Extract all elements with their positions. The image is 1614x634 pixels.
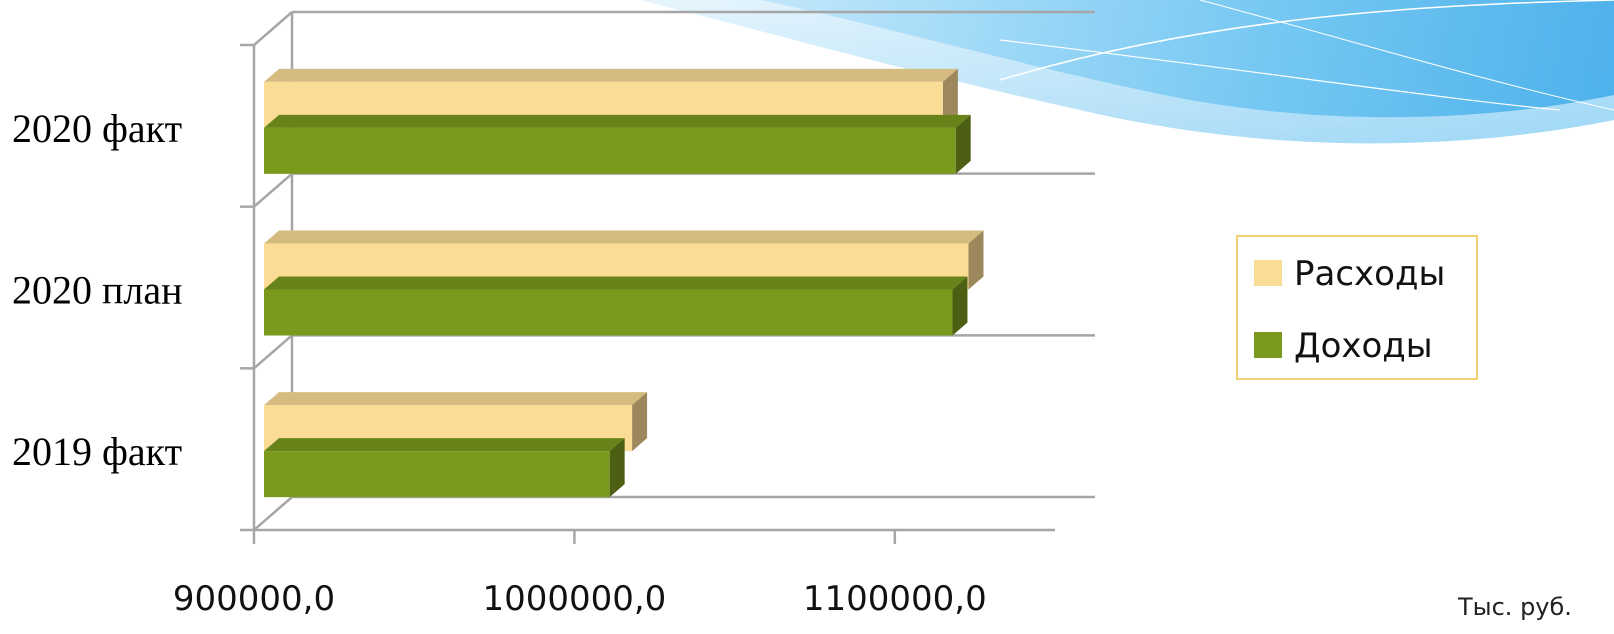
x-tick-label: 1100000,0	[803, 579, 987, 619]
bar-income-front	[264, 289, 953, 336]
gridline-depth	[253, 172, 293, 208]
bar-income-front	[264, 127, 956, 174]
category-label: 2020 факт	[12, 106, 182, 151]
bar-income-top	[264, 276, 968, 290]
category-labels: 2019 факт 2020 план 2020 факт	[12, 106, 183, 474]
category-label: 2020 план	[12, 268, 183, 313]
bar-expense-side	[632, 392, 648, 452]
x-tick-label: 900000,0	[173, 579, 335, 619]
gridline-depth	[253, 496, 293, 531]
x-tick-labels: 900000,0 1000000,0 1100000,0	[173, 579, 987, 619]
category-label: 2019 факт	[12, 429, 182, 474]
bar-income-0	[264, 438, 625, 498]
bar-income-top	[264, 114, 971, 128]
legend-swatch-income	[1254, 332, 1282, 358]
bar-expense-top	[264, 392, 648, 406]
gridline-depth	[253, 334, 293, 370]
bar-expense-side	[968, 230, 984, 290]
bar-marks	[264, 68, 984, 498]
bar-income-side	[955, 114, 971, 174]
legend-label-income: Доходы	[1294, 326, 1433, 366]
x-tick-label: 1000000,0	[482, 579, 666, 619]
legend-label-expense: Расходы	[1294, 254, 1445, 294]
legend: Расходы Доходы	[1236, 235, 1478, 380]
bar-expense-top	[264, 68, 958, 82]
gridline-depth	[253, 11, 293, 46]
bar-income-2	[264, 114, 971, 174]
bar-income-side	[609, 438, 625, 498]
decorative-wave	[640, 0, 1614, 144]
bar-income-top	[264, 438, 625, 452]
bar-expense-side	[942, 68, 958, 128]
bar-income-1	[264, 276, 968, 336]
bar-income-side	[952, 276, 968, 336]
bar-income-front	[264, 451, 610, 498]
unit-label: Тыс. руб.	[1457, 593, 1572, 621]
legend-swatch-expense	[1254, 260, 1282, 286]
bar-expense-top	[264, 230, 984, 244]
